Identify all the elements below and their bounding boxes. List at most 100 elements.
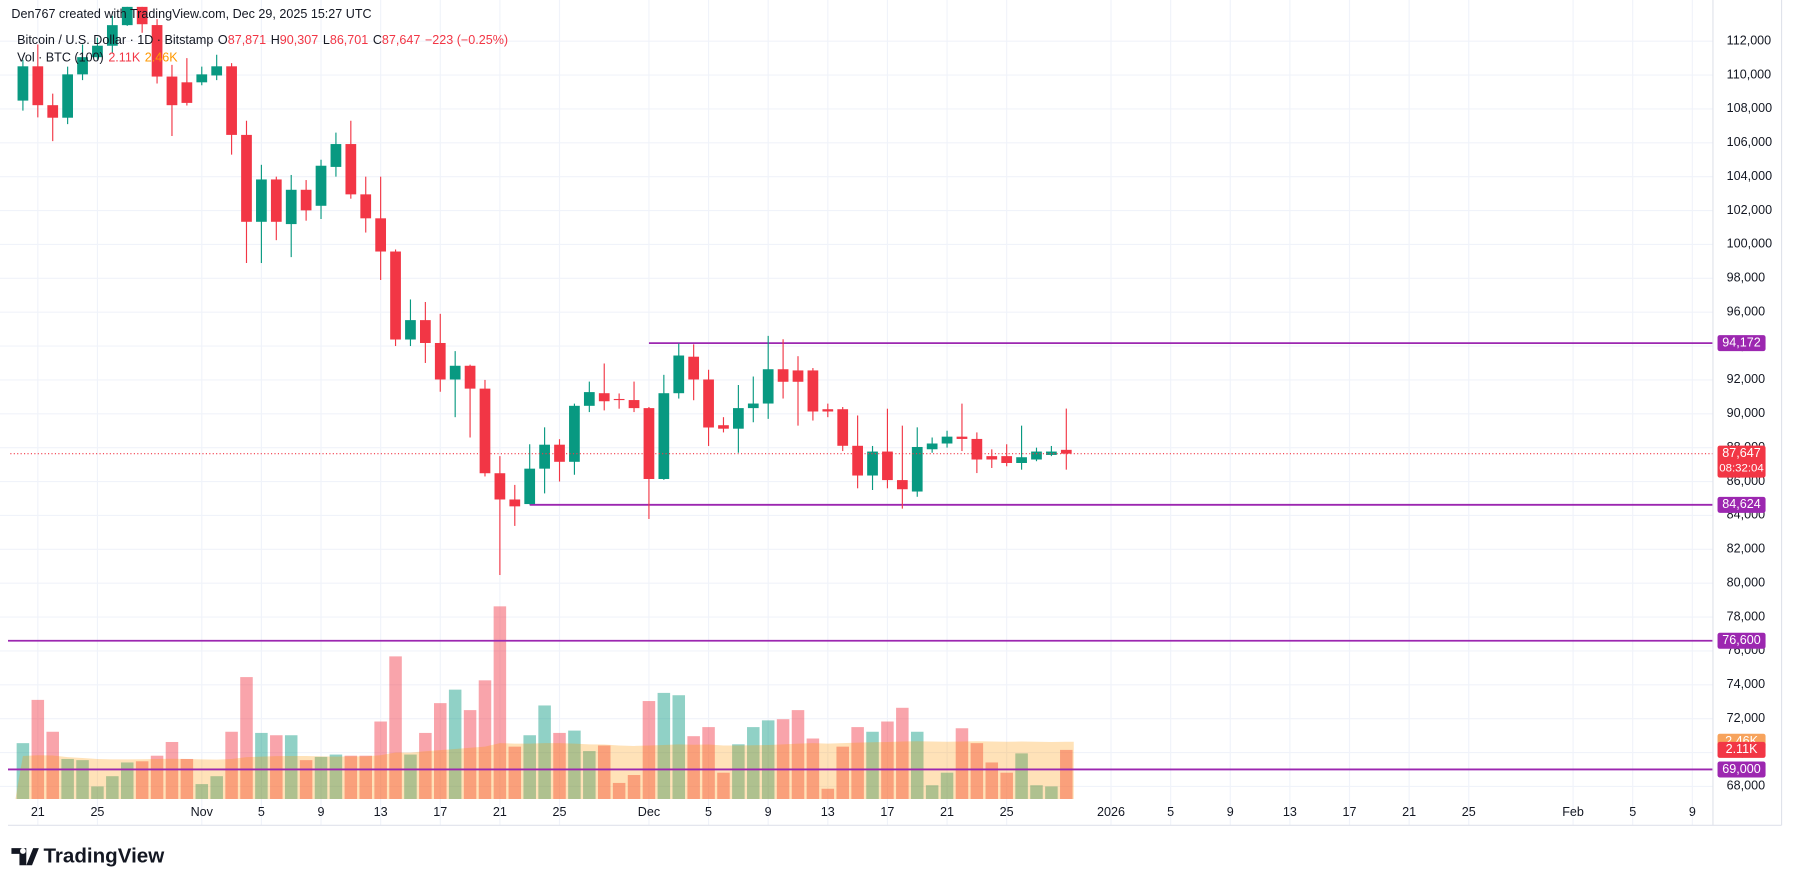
y-tick-label: 74,000 xyxy=(1727,677,1765,691)
plot-area xyxy=(8,6,1713,799)
candle-body xyxy=(181,82,193,103)
volume-bar xyxy=(866,731,879,799)
y-tick-label: 80,000 xyxy=(1727,575,1765,589)
candle-body xyxy=(882,451,893,481)
y-tick-label: 82,000 xyxy=(1727,542,1765,556)
volume-bar xyxy=(255,732,268,799)
volume-bar xyxy=(940,772,954,799)
candle-body xyxy=(77,57,88,75)
candle-body xyxy=(1031,451,1042,460)
candle-body xyxy=(241,134,252,222)
level-label: 69,000 xyxy=(1722,762,1760,776)
ohlc-value: 86,701 xyxy=(330,33,368,47)
candle-body xyxy=(956,436,968,439)
x-tick-label: 13 xyxy=(374,805,388,819)
candle-body xyxy=(17,66,29,101)
candle-body xyxy=(733,408,744,429)
volume-bar xyxy=(240,677,253,799)
x-tick-label: 9 xyxy=(318,805,325,819)
level-box xyxy=(1717,761,1766,778)
x-tick-label: 5 xyxy=(1167,805,1174,819)
volume-bar xyxy=(225,731,238,799)
last-price-box xyxy=(1717,445,1766,478)
candle-body xyxy=(971,438,983,460)
y-tick-label: 106,000 xyxy=(1727,135,1772,149)
candle-body xyxy=(1016,457,1027,463)
level-label: 76,600 xyxy=(1722,633,1760,647)
candle-body xyxy=(747,403,759,409)
candle-body xyxy=(926,443,938,450)
candle-body xyxy=(151,25,163,77)
volume-bar xyxy=(314,756,328,799)
volume-bar xyxy=(761,720,775,799)
candle-body xyxy=(837,409,849,446)
level-label: 94,172 xyxy=(1722,335,1760,349)
candle-body xyxy=(822,409,834,412)
volume-box xyxy=(1717,741,1766,758)
candle-body xyxy=(509,499,521,507)
candle-body xyxy=(1060,449,1072,454)
candle-body xyxy=(703,379,714,428)
volume-bar xyxy=(359,755,372,799)
x-tick-label: 25 xyxy=(553,805,567,819)
candle-body xyxy=(807,370,819,412)
candle-body xyxy=(330,144,342,167)
y-tick-label: 98,000 xyxy=(1727,271,1765,285)
volume-bar xyxy=(1015,753,1028,799)
candle-body xyxy=(494,473,506,500)
x-tick-label: 9 xyxy=(1689,805,1696,819)
y-tick-label: 72,000 xyxy=(1727,711,1765,725)
volume-bar xyxy=(597,745,611,799)
y-tick-label: 102,000 xyxy=(1727,203,1772,217)
candle-body xyxy=(613,398,625,401)
volume-bar xyxy=(642,701,656,799)
volume-bar xyxy=(657,692,671,799)
x-tick-label: 21 xyxy=(940,805,954,819)
candle-body xyxy=(166,76,178,106)
volume-bar xyxy=(344,755,358,799)
volume-bar xyxy=(568,730,581,799)
volume-legend: Vol · BTC (100) 2.11K 2.46K xyxy=(17,51,178,65)
volume-bar xyxy=(463,710,477,799)
y-tick-label: 108,000 xyxy=(1727,101,1772,115)
volume-bar xyxy=(165,741,179,799)
x-tick-label: 5 xyxy=(1629,805,1636,819)
candle-body xyxy=(583,392,595,406)
x-tick-label: 21 xyxy=(31,805,45,819)
volume-bar xyxy=(747,727,760,799)
y-tick-label: 110,000 xyxy=(1727,67,1771,81)
candle-body xyxy=(688,356,700,380)
level-label: 84,624 xyxy=(1722,497,1760,511)
volume-bar xyxy=(284,735,298,799)
volume-bar xyxy=(31,699,45,799)
volume-bar xyxy=(508,746,522,799)
candle-body xyxy=(852,445,863,476)
volume-bar xyxy=(329,754,343,799)
candle-body xyxy=(464,365,476,389)
x-tick-label: 13 xyxy=(1283,805,1297,819)
x-tick-label: 17 xyxy=(433,805,447,819)
volume-bar xyxy=(46,731,59,799)
volume-bar xyxy=(970,743,984,799)
volume-bar xyxy=(404,754,417,799)
x-tick-label: 21 xyxy=(1402,805,1416,819)
legend-line: Bitcoin / U.S. Dollar · 1D · Bitstamp O87… xyxy=(17,33,508,47)
candle-body xyxy=(1001,456,1013,463)
logo: TradingView xyxy=(11,845,165,868)
x-tick-label: 5 xyxy=(258,805,265,819)
volume-bar xyxy=(985,762,999,799)
y-tick-label: 104,000 xyxy=(1727,169,1772,183)
volume-bar xyxy=(821,788,835,799)
volume-bar xyxy=(135,761,149,799)
x-tick-label: 17 xyxy=(1343,805,1357,819)
level-box xyxy=(1717,335,1766,352)
candle-body xyxy=(479,388,491,474)
candle-body xyxy=(270,179,282,222)
ohlc-key: O xyxy=(218,33,228,47)
x-tick-label: Dec xyxy=(638,805,660,819)
attribution: Den767 created with TradingView.com, Dec… xyxy=(11,7,371,21)
volume-bar xyxy=(1000,772,1013,799)
candle-body xyxy=(136,6,148,25)
